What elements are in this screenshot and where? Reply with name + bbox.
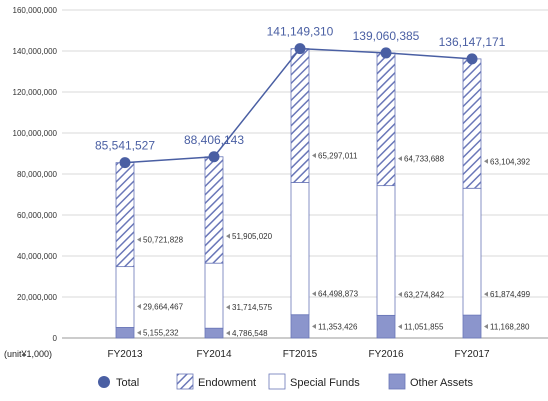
label-pointer — [226, 330, 230, 336]
bar-segment — [290, 182, 310, 316]
bar-segment — [115, 327, 135, 339]
segment-label: 63,104,392 — [490, 157, 531, 166]
segment-label: 4,786,548 — [232, 329, 268, 338]
bar-segment — [204, 262, 224, 329]
total-point — [119, 157, 131, 169]
label-pointer — [226, 233, 230, 239]
y-tick-label: 20,000,000 — [17, 293, 58, 302]
bar-segment — [204, 156, 224, 264]
bar-segment — [376, 314, 396, 339]
bar-segment — [115, 162, 135, 268]
total-label: 136,147,171 — [439, 35, 506, 49]
segment-label: 64,498,873 — [318, 290, 359, 299]
bar-segment — [462, 314, 482, 339]
y-tick-label: 160,000,000 — [13, 6, 58, 15]
y-tick-label: 60,000,000 — [17, 211, 58, 220]
label-pointer — [137, 237, 141, 243]
category-label: FY2017 — [454, 349, 489, 360]
bar-segment — [115, 266, 135, 328]
unit-label: (unit¥1,000) — [4, 349, 52, 359]
legend-other-assets-swatch — [388, 373, 406, 390]
y-tick-label: 0 — [53, 334, 58, 343]
segment-label: 5,155,232 — [143, 329, 179, 338]
bar-segment — [376, 185, 396, 316]
label-pointer — [312, 153, 316, 159]
y-tick-label: 100,000,000 — [13, 129, 58, 138]
total-point — [208, 151, 220, 163]
legend-other-assets-label: Other Assets — [410, 377, 473, 389]
segment-label: 11,051,855 — [404, 323, 444, 332]
label-pointer — [398, 324, 402, 330]
label-pointer — [484, 158, 488, 164]
segment-labels: 5,155,232 29,664,467 50,721,828 4,786,548 31… — [137, 152, 531, 338]
y-axis: 0 20,000,000 40,000,000 60,000,000 80,000,00… — [13, 6, 58, 343]
segment-label: 50,721,828 — [143, 236, 184, 245]
total-label: 88,406,143 — [184, 133, 244, 147]
legend-special-funds-label: Special Funds — [290, 377, 360, 389]
y-tick-label: 40,000,000 — [17, 252, 58, 261]
bars — [115, 48, 482, 339]
total-label: 141,149,310 — [267, 25, 334, 39]
label-pointer — [398, 291, 402, 297]
total-point — [466, 53, 478, 65]
segment-label: 63,274,842 — [404, 290, 445, 299]
legend-total-label: Total — [116, 377, 139, 389]
legend-total-marker — [98, 376, 110, 388]
segment-label: 64,733,688 — [404, 155, 445, 164]
segment-label: 11,353,426 — [318, 322, 358, 331]
label-pointer — [484, 291, 488, 297]
y-tick-label: 140,000,000 — [13, 47, 58, 56]
category-label: FY2014 — [196, 349, 231, 360]
legend: Total Endowment Special Funds Other Assets — [98, 373, 473, 390]
y-tick-label: 80,000,000 — [17, 170, 58, 179]
bar-segment — [290, 314, 310, 339]
legend-special-funds-swatch — [268, 373, 286, 390]
segment-label: 31,714,575 — [232, 303, 273, 312]
category-label: FT2015 — [283, 349, 318, 360]
bar-segment — [462, 58, 482, 189]
y-tick-label: 120,000,000 — [13, 88, 58, 97]
category-label: FY2013 — [107, 349, 142, 360]
legend-endowment-swatch — [176, 373, 194, 390]
label-pointer — [312, 291, 316, 297]
total-point — [380, 47, 392, 59]
total-point — [294, 43, 306, 55]
label-pointer — [137, 330, 141, 336]
bar-segment — [376, 52, 396, 187]
legend-endowment-label: Endowment — [198, 377, 256, 389]
x-axis: (unit¥1,000) FY2013 FY2014 FT2015 FY2016 FY2… — [4, 349, 490, 360]
segment-label: 61,874,499 — [490, 290, 531, 299]
bar-segment — [204, 327, 224, 339]
segment-label: 51,905,020 — [232, 232, 273, 241]
total-label: 139,060,385 — [353, 29, 420, 43]
label-pointer — [137, 303, 141, 309]
total-label: 85,541,527 — [95, 139, 155, 153]
segment-label: 65,297,011 — [318, 152, 358, 161]
label-pointer — [398, 156, 402, 162]
segment-label: 11,168,280 — [490, 323, 530, 332]
segment-label: 29,664,467 — [143, 302, 184, 311]
label-pointer — [226, 304, 230, 310]
bar-segment — [290, 48, 310, 183]
category-label: FY2016 — [368, 349, 403, 360]
label-pointer — [312, 323, 316, 329]
bar-segment — [462, 187, 482, 316]
label-pointer — [484, 324, 488, 330]
total-line: 85,541,527 88,406,143 141,149,310 139,060,3… — [95, 25, 506, 169]
